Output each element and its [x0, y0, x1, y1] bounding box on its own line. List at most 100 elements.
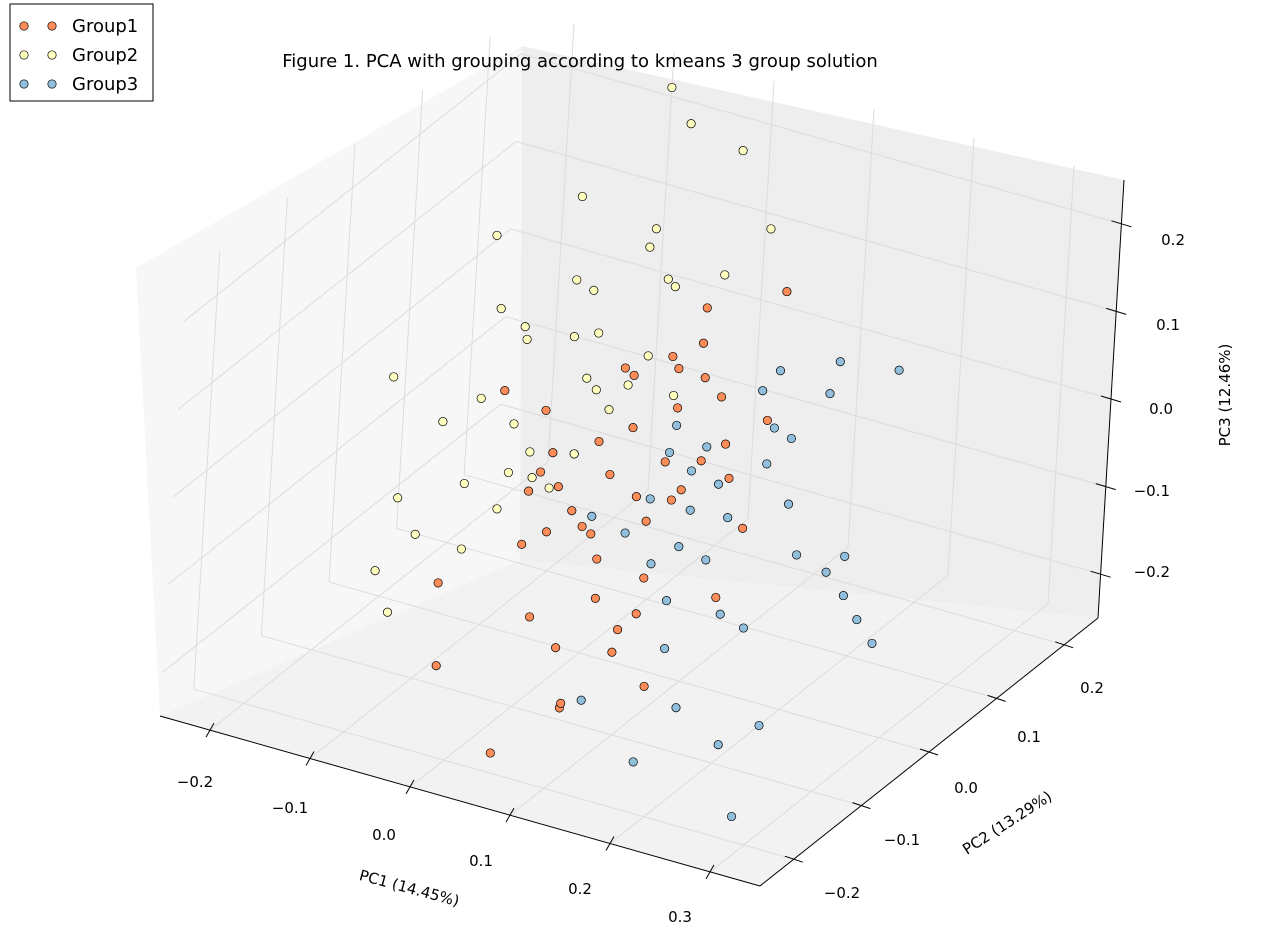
x-tick-label: −0.1 [272, 799, 308, 817]
point-group3 [664, 447, 675, 458]
point-group1 [629, 370, 639, 380]
point-group2 [589, 285, 599, 295]
y-tick-label: 0.1 [1017, 728, 1041, 746]
point-group1 [639, 681, 649, 691]
point-group1 [721, 439, 731, 449]
point-group2 [569, 332, 579, 342]
point-group2 [582, 373, 592, 383]
point-group2 [456, 544, 466, 554]
gridline [396, 527, 997, 699]
chart-title: Figure 1. PCA with grouping according to… [282, 51, 878, 72]
z-tick-labels: −0.2 −0.1 0.0 0.1 0.2 [1134, 231, 1185, 581]
z-tick-mark [1095, 483, 1116, 491]
gridlines [162, 24, 1122, 873]
x-tick-mark [305, 751, 315, 766]
point-group1 [628, 423, 638, 433]
point-group1 [782, 287, 792, 297]
point-group3 [821, 567, 831, 577]
point-group1 [631, 492, 641, 502]
point-group3 [701, 555, 711, 565]
point-group1 [586, 529, 596, 539]
legend-items [19, 21, 57, 89]
point-group3 [587, 511, 597, 521]
point-group1 [639, 573, 649, 583]
point-group3 [686, 466, 697, 476]
point-group1 [668, 351, 678, 362]
gridline [521, 53, 1122, 225]
y-tick-mark [784, 855, 803, 863]
point-group3 [702, 442, 712, 452]
point-group2 [643, 351, 653, 361]
point-group1 [517, 539, 527, 549]
point-group3 [576, 695, 586, 705]
y-tick-label: −0.2 [824, 884, 860, 902]
point-group2 [492, 504, 502, 514]
point-group3 [738, 623, 749, 633]
point-group3 [723, 513, 733, 523]
point-group3 [661, 596, 672, 606]
point-group2 [410, 529, 420, 539]
point-group3 [628, 757, 638, 767]
z-tick-label: −0.2 [1134, 563, 1170, 581]
point-group2 [525, 447, 535, 457]
y-axis-label: PC2 (13.29%) [959, 787, 1055, 858]
point-group3 [715, 609, 725, 619]
z-tick-label: 0.0 [1149, 400, 1173, 418]
gridline [193, 688, 794, 860]
point-group1 [674, 364, 684, 374]
point-group1 [641, 516, 651, 526]
point-group1 [666, 495, 676, 505]
point-group2 [389, 372, 399, 382]
point-group3 [786, 433, 796, 444]
legend-label-group1: Group1 [72, 16, 138, 37]
point-group2 [569, 449, 579, 459]
gridline [177, 141, 517, 410]
point-group1 [548, 448, 558, 458]
point-group3 [867, 638, 877, 648]
gridline [505, 316, 1106, 488]
point-group1 [553, 482, 563, 492]
x-tick-labels: −0.2 −0.1 0.0 0.1 0.2 0.3 [177, 773, 692, 926]
point-group3 [894, 365, 904, 375]
gridline [510, 228, 1112, 400]
gridline [167, 316, 507, 585]
point-group3 [775, 366, 786, 376]
y-tick-mark [919, 748, 939, 756]
tick-marks [205, 220, 1132, 880]
point-group3 [674, 542, 684, 552]
point-group2 [476, 393, 486, 403]
point-group1 [738, 523, 748, 533]
point-group1 [700, 373, 710, 383]
point-group3 [758, 386, 768, 396]
point-group3 [727, 811, 737, 822]
gridline [464, 474, 1065, 646]
point-group1 [660, 457, 670, 467]
gridline [261, 635, 862, 807]
x-tick-label: −0.2 [177, 773, 213, 791]
legend-box [9, 3, 154, 102]
legend-marker-group3 [47, 79, 57, 89]
point-group1 [605, 469, 615, 480]
point-group1 [698, 338, 709, 348]
point-group1 [717, 392, 727, 402]
point-group3 [835, 357, 845, 367]
point-group2 [492, 230, 502, 240]
point-group2 [572, 275, 582, 285]
point-group1 [431, 661, 441, 671]
point-group3 [646, 559, 656, 569]
point-group2 [459, 478, 469, 489]
point-group3 [840, 551, 850, 561]
point-group2 [370, 566, 380, 576]
point-group3 [762, 459, 772, 469]
point-group3 [685, 505, 695, 515]
point-group3 [792, 550, 802, 560]
legend-marker-group1 [19, 21, 29, 31]
point-group1 [676, 485, 686, 495]
point-group2 [393, 493, 403, 503]
point-group3 [825, 389, 835, 399]
point-group2 [663, 274, 673, 284]
point-group3 [672, 420, 682, 430]
point-group1 [536, 467, 546, 477]
point-group1 [613, 625, 623, 635]
